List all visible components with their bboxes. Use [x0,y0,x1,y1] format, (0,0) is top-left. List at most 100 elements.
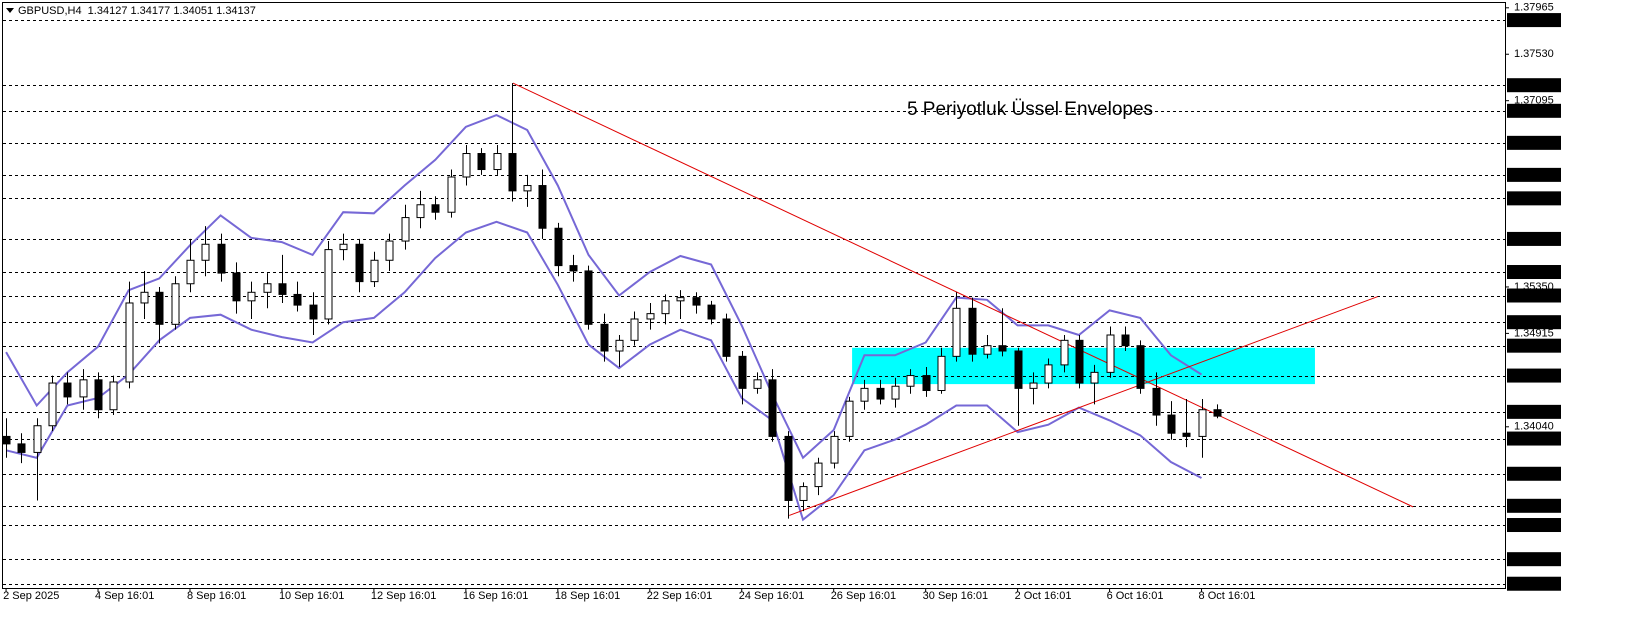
candle-body [554,227,563,267]
level-label: 1.37850 [1512,14,1552,26]
candle-body [385,240,394,261]
candle-body [293,293,302,306]
level-label: 1.33600 [1512,468,1552,480]
x-tick-label: 2 Sep 2025 [3,590,59,602]
candle-body [477,153,486,171]
candle-body [569,265,578,272]
candle-body [937,355,946,392]
candle-body [109,381,118,411]
candle-body [232,272,241,302]
candle-body [753,379,762,389]
candle-body [738,355,747,389]
trend-line [512,82,1414,508]
zone [852,347,1315,385]
candle-body [1090,371,1099,384]
candle-body [600,323,609,352]
candle-body [1014,350,1023,389]
y-tick-label: 1.34040 [1514,421,1554,433]
level-box [1507,78,1561,93]
level-label: 1.33120 [1512,519,1552,531]
candle-body [1136,345,1145,389]
level-box [1507,431,1561,446]
candle-body [125,302,134,383]
level-box [1507,191,1561,206]
candle-body [33,425,42,453]
candle-body [217,243,226,274]
candle-body [968,307,977,355]
chart-title: GBPUSD,H4 1.34127 1.34177 1.34051 1.3413… [18,5,256,17]
level-label: 1.34520 [1512,369,1552,381]
candle-body [630,318,639,341]
x-tick-label: 30 Sep 16:01 [923,590,988,602]
candle-body [263,283,272,293]
x-tick-label: 4 Sep 16:01 [95,590,154,602]
candle-body [661,300,670,315]
plot-area [3,20,1505,585]
level-box [1507,315,1561,330]
candle-body [508,153,517,192]
level-label: 1.34800 [1512,340,1552,352]
level-label: 1.33930 [1512,432,1552,444]
candle-body [309,304,318,320]
y-tick-label: 1.37095 [1514,95,1554,107]
x-tick-label: 8 Oct 16:01 [1199,590,1256,602]
level-label: 1.34180 [1512,406,1552,418]
level-box [1507,466,1561,481]
candle-body [1198,409,1207,437]
level-label: 1.37000 [1512,105,1552,117]
level-label: 1.35490 [1512,266,1552,278]
candle-body [584,270,593,325]
candle-body [768,379,777,437]
level-label: 1.36180 [1512,192,1552,204]
candle-body [906,375,915,387]
candle-body [1044,364,1053,384]
candle-body [1029,382,1038,389]
candle-body [201,243,210,261]
level-label: 1.32570 [1512,578,1552,590]
x-tick-label: 6 Oct 16:01 [1107,590,1164,602]
candle-body [1152,387,1161,416]
x-tick-label: 2 Oct 16:01 [1015,590,1072,602]
x-tick-label: 10 Sep 16:01 [279,590,344,602]
candle-body [676,297,685,302]
candle-body [922,375,931,392]
envelope-line [5,220,1202,522]
candle-body [416,204,425,219]
candle-body [278,283,287,295]
candle-body [692,297,701,306]
candle-body [1106,334,1115,373]
candle-body [493,153,502,171]
candle-body [155,291,164,325]
candle-body [431,204,440,213]
candle-body [983,345,992,355]
x-tick-label: 26 Sep 16:01 [831,590,896,602]
level-label: 1.35020 [1512,316,1552,328]
candle-body [17,443,26,453]
candle-body [1213,409,1222,417]
candle-body [462,153,471,178]
level-label: 1.37240 [1512,79,1552,91]
candle-body [1075,339,1084,384]
level-box [1507,103,1561,118]
candle-body [355,243,364,283]
x-tick-label: 16 Sep 16:01 [463,590,528,602]
candle-body [447,176,456,213]
menu-arrow [6,8,14,13]
candle-body [48,382,57,427]
candle-body [339,243,348,251]
axes: 1.379651.375301.370951.353501.349151.340… [3,2,1561,602]
candle-body [523,185,532,192]
candle-body [952,307,961,357]
level-box [1507,368,1561,383]
trend-line [789,296,1378,516]
candle-body [370,259,379,283]
level-label: 1.35270 [1512,289,1552,301]
y-tick-label: 1.34915 [1514,327,1554,339]
candle-body [707,304,716,320]
level-box [1507,231,1561,246]
level-box [1507,518,1561,533]
candle-body [79,379,88,398]
